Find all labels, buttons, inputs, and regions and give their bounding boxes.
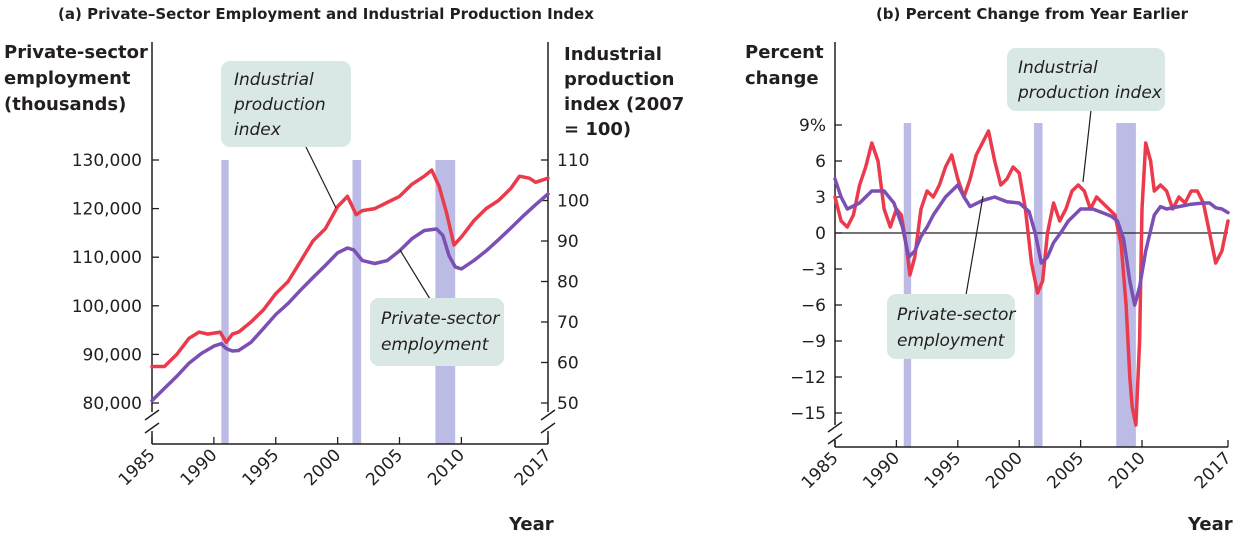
panel-a-industrial-callout: Industrial production index	[221, 61, 351, 147]
panel-b-axis-break	[827, 421, 843, 445]
panel-0-x-tick-label: 1985	[115, 445, 160, 490]
panel-a-left-axis-title: Private-sector employment (thousands)	[4, 42, 154, 115]
panel-b-industrial-callout: Industrial production index	[1007, 48, 1165, 111]
recession-band	[221, 160, 229, 444]
panel-0-x-tick-label: 2017	[511, 445, 556, 490]
panel-a-series	[150, 168, 550, 403]
panel-b-employment-callout: Private-sector employment	[887, 294, 1021, 359]
panel-a-left-ticks: 130,000 120,000 110,000 100,000 90,000 80,000	[72, 151, 159, 414]
panel-a-left-tick-label: 100,000	[72, 297, 142, 317]
panel-0-x-tick-label: 2000	[300, 445, 345, 490]
panel-b-y-axis-title: Percent change	[745, 42, 830, 89]
panel-1-x-tick-label: 2010	[1105, 448, 1150, 493]
panel-1-x-tick-label: 2017	[1191, 448, 1236, 493]
panel-b-series	[833, 129, 1230, 427]
panel-a-right-tick-label: 80	[557, 273, 579, 293]
panel-a-right-tick-label: 110	[557, 151, 589, 171]
panel-1-x-tick-label: 2005	[1043, 448, 1088, 493]
recession-band	[1033, 123, 1043, 447]
panel-b-y-tick-label: −12	[790, 368, 826, 388]
panel-a-axis-break-left	[144, 409, 160, 434]
panel-b-title: (b) Percent Change from Year Earlier	[876, 5, 1189, 23]
panel-a-right-tick-label: 100	[557, 192, 589, 212]
recession-band	[352, 160, 362, 444]
svg-text:Private-sector employm: Private-sector employment	[381, 309, 505, 355]
recession-band	[903, 123, 912, 447]
svg-text:Private-sector employm: Private-sector employment	[897, 305, 1021, 351]
panel-b: (b) Percent Change from Year Earlier 9% 6…	[745, 5, 1236, 535]
panel-a-right-axis-title: Industrial production index (2007 = 100)	[564, 44, 691, 140]
panel-b-industrial-line	[833, 129, 1230, 427]
panel-a: (a) Private–Sector Employment and Indust…	[4, 5, 691, 535]
panel-b-x-axis-title: Year	[1187, 514, 1233, 535]
panel-a-employment-callout-leader	[399, 249, 431, 300]
panel-b-y-tick-label: 6	[815, 152, 826, 172]
panel-1-x-tick-label: 1990	[859, 448, 904, 493]
panel-0-x-tick-label: 2010	[424, 445, 469, 490]
panel-b-y-tick-label: 0	[815, 224, 826, 244]
panel-a-right-tick-label: 60	[557, 354, 579, 374]
panel-a-right-tick-label: 50	[557, 394, 579, 414]
panel-b-y-tick-label: −9	[801, 332, 826, 352]
panel-b-y-tick-label: −15	[790, 404, 826, 424]
panel-0-x-tick-label: 2005	[362, 445, 407, 490]
panel-a-x-ticks: 1985 1990 1995 2000 2005 2010 2017	[115, 437, 556, 490]
panel-a-x-axis-title: Year	[508, 514, 554, 535]
panel-a-left-tick-label: 80,000	[83, 394, 142, 414]
svg-text:Industrial production: Industrial production index	[233, 70, 331, 140]
panel-a-left-tick-label: 90,000	[83, 345, 142, 365]
panel-a-right-ticks: 110 100 90 80 70 60 50	[541, 151, 589, 414]
panel-a-right-tick-label: 90	[557, 232, 579, 252]
panel-a-left-tick-label: 120,000	[72, 200, 142, 220]
panel-a-axis-break-right	[540, 409, 556, 434]
panel-a-left-tick-label: 130,000	[72, 151, 142, 171]
panel-a-employment-line	[150, 192, 550, 403]
panel-a-title: (a) Private–Sector Employment and Indust…	[58, 5, 594, 23]
panel-1-x-tick-label: 1985	[798, 448, 843, 493]
panel-1-x-tick-label: 2000	[982, 448, 1027, 493]
panel-b-y-tick-label: −6	[801, 296, 826, 316]
panel-b-industrial-callout-leader	[1082, 109, 1092, 183]
panel-a-left-tick-label: 110,000	[72, 248, 142, 268]
svg-text:Industrial production: Industrial production index	[1017, 58, 1163, 103]
panel-b-employment-line	[833, 177, 1230, 307]
panel-b-employment-callout-leader	[965, 195, 984, 296]
panel-a-industrial-line	[150, 168, 550, 369]
panel-1-x-tick-label: 1995	[921, 448, 966, 493]
panel-a-right-tick-label: 70	[557, 313, 579, 333]
panel-a-industrial-callout-leader	[304, 144, 337, 209]
panel-b-y-tick-label: 9%	[799, 116, 826, 136]
panel-a-employment-callout: Private-sector employment	[370, 298, 505, 366]
panel-b-y-tick-label: 3	[815, 188, 826, 208]
panel-b-x-ticks: 1985 1990 1995 2000 2005 2010 2017	[798, 440, 1236, 493]
panel-0-x-tick-label: 1995	[239, 445, 284, 490]
panel-b-y-tick-label: −3	[801, 260, 826, 280]
panel-b-y-ticks: 9% 6 3 0 −3 −6 −9 −12 −15	[790, 116, 842, 424]
panel-0-x-tick-label: 1990	[177, 445, 222, 490]
